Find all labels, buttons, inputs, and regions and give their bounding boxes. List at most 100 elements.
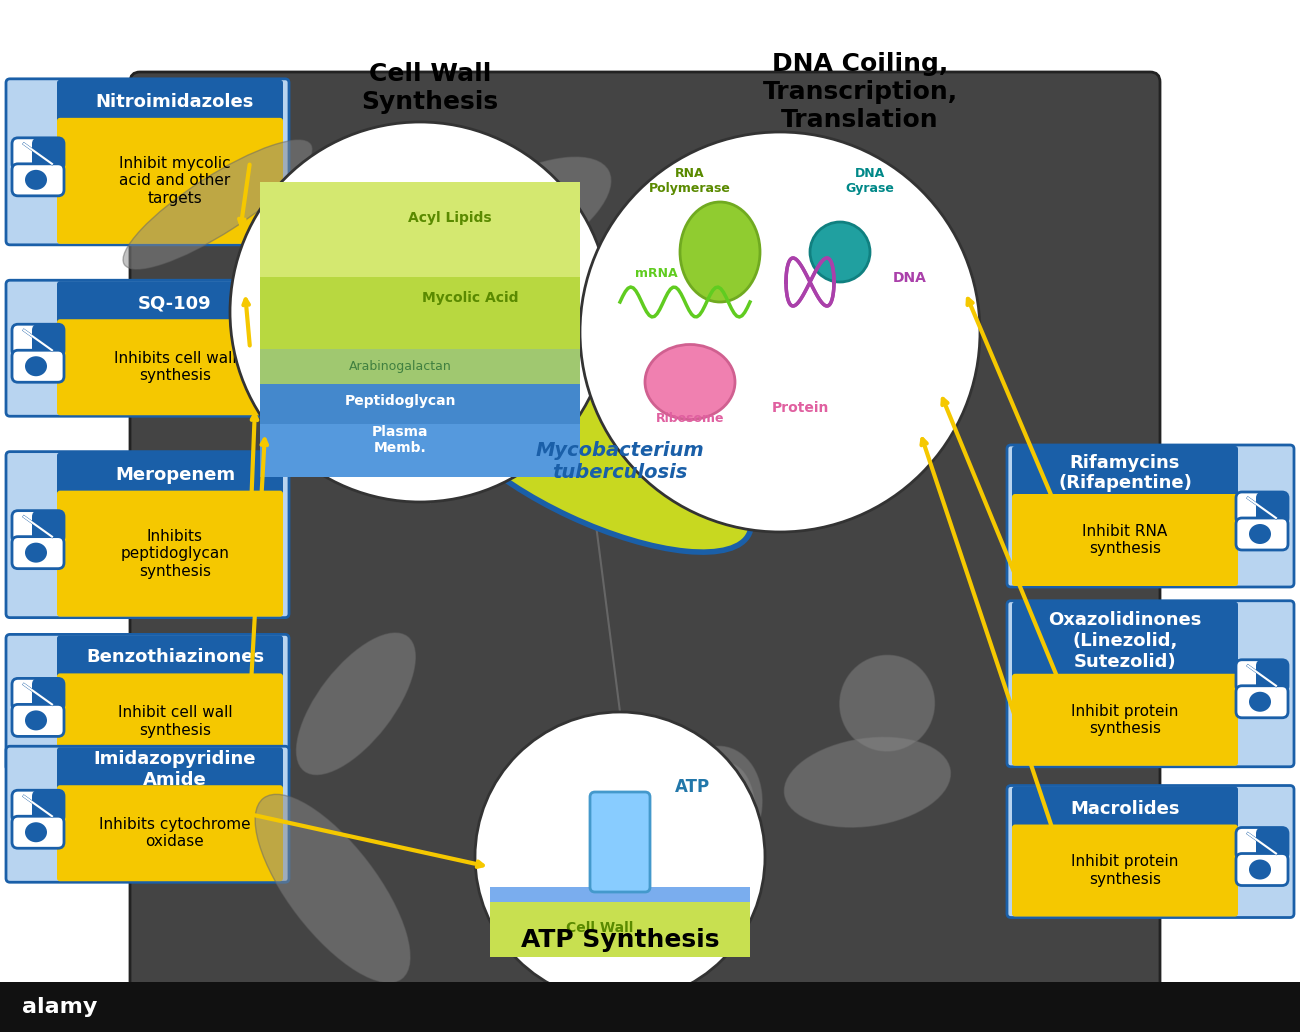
- FancyBboxPatch shape: [260, 182, 580, 282]
- FancyBboxPatch shape: [1236, 828, 1288, 860]
- FancyBboxPatch shape: [1236, 492, 1288, 524]
- Text: alamy: alamy: [22, 997, 98, 1017]
- Ellipse shape: [25, 823, 47, 842]
- FancyBboxPatch shape: [57, 453, 283, 496]
- FancyBboxPatch shape: [1256, 659, 1288, 691]
- Text: Cell Wall: Cell Wall: [567, 921, 633, 935]
- Ellipse shape: [25, 543, 47, 562]
- FancyBboxPatch shape: [130, 72, 1160, 992]
- FancyBboxPatch shape: [1011, 825, 1238, 916]
- Text: Acyl Lipids: Acyl Lipids: [408, 211, 491, 225]
- FancyBboxPatch shape: [12, 164, 64, 196]
- FancyBboxPatch shape: [57, 319, 283, 415]
- FancyBboxPatch shape: [6, 78, 289, 245]
- Ellipse shape: [645, 345, 734, 419]
- Text: Meropenem: Meropenem: [114, 465, 235, 484]
- Circle shape: [580, 132, 980, 533]
- Text: ATP: ATP: [675, 778, 710, 796]
- FancyBboxPatch shape: [1236, 659, 1288, 691]
- Ellipse shape: [784, 737, 950, 828]
- Text: RNA
Polymerase: RNA Polymerase: [649, 167, 731, 195]
- Circle shape: [230, 122, 610, 502]
- FancyBboxPatch shape: [57, 636, 283, 679]
- FancyBboxPatch shape: [32, 791, 64, 823]
- Text: Mycolic Acid: Mycolic Acid: [421, 291, 519, 305]
- Text: ATP Synthesis: ATP Synthesis: [521, 928, 719, 952]
- Text: Peptidoglycan: Peptidoglycan: [344, 394, 456, 408]
- FancyBboxPatch shape: [57, 747, 283, 792]
- FancyBboxPatch shape: [1236, 518, 1288, 550]
- Text: Protein: Protein: [771, 401, 828, 415]
- FancyBboxPatch shape: [490, 902, 750, 957]
- FancyBboxPatch shape: [1008, 785, 1294, 917]
- Text: Inhibit protein
synthesis: Inhibit protein synthesis: [1071, 704, 1179, 736]
- Ellipse shape: [25, 170, 47, 190]
- FancyBboxPatch shape: [12, 324, 64, 356]
- Bar: [0, 982, 1300, 1032]
- Text: DNA
Gyrase: DNA Gyrase: [845, 167, 894, 195]
- FancyBboxPatch shape: [57, 118, 283, 244]
- FancyBboxPatch shape: [1011, 786, 1238, 831]
- Text: Cell Wall
Synthesis: Cell Wall Synthesis: [361, 62, 499, 114]
- FancyBboxPatch shape: [57, 785, 283, 881]
- FancyBboxPatch shape: [12, 678, 64, 710]
- Ellipse shape: [296, 633, 415, 775]
- Ellipse shape: [1249, 524, 1271, 544]
- Ellipse shape: [25, 356, 47, 377]
- Text: Oxazolidinones
(Linezolid,
Sutezolid): Oxazolidinones (Linezolid, Sutezolid): [1048, 611, 1201, 671]
- Text: Rifamycins
(Rifapentine): Rifamycins (Rifapentine): [1058, 454, 1192, 492]
- Text: Inhibit mycolic
acid and other
targets: Inhibit mycolic acid and other targets: [120, 156, 231, 205]
- FancyBboxPatch shape: [32, 678, 64, 710]
- FancyBboxPatch shape: [590, 792, 650, 892]
- Text: Inhibits cytochrome
oxidase: Inhibits cytochrome oxidase: [99, 817, 251, 849]
- FancyBboxPatch shape: [12, 511, 64, 543]
- FancyBboxPatch shape: [260, 349, 580, 387]
- FancyBboxPatch shape: [260, 277, 580, 352]
- Ellipse shape: [426, 157, 611, 281]
- Text: Inhibits cell wall
synthesis: Inhibits cell wall synthesis: [113, 351, 237, 384]
- FancyBboxPatch shape: [260, 424, 580, 477]
- FancyBboxPatch shape: [1008, 601, 1294, 767]
- FancyBboxPatch shape: [490, 886, 750, 902]
- FancyBboxPatch shape: [1008, 445, 1294, 587]
- FancyBboxPatch shape: [6, 635, 289, 771]
- Ellipse shape: [255, 795, 410, 982]
- FancyBboxPatch shape: [1236, 853, 1288, 885]
- Text: Inhibit protein
synthesis: Inhibit protein synthesis: [1071, 854, 1179, 886]
- Circle shape: [474, 712, 764, 1002]
- Text: Inhibits
peptidoglycan
synthesis: Inhibits peptidoglycan synthesis: [121, 528, 229, 579]
- Ellipse shape: [810, 222, 870, 282]
- Ellipse shape: [1249, 691, 1271, 712]
- FancyBboxPatch shape: [32, 324, 64, 356]
- Text: Imidazopyridine
Amide: Imidazopyridine Amide: [94, 750, 256, 788]
- FancyBboxPatch shape: [57, 79, 283, 124]
- Text: DNA: DNA: [893, 271, 927, 285]
- Text: Plasma
Memb.: Plasma Memb.: [372, 425, 428, 455]
- FancyBboxPatch shape: [12, 705, 64, 737]
- Ellipse shape: [671, 746, 762, 862]
- Text: SQ-109: SQ-109: [138, 294, 212, 313]
- Text: Macrolides: Macrolides: [1070, 800, 1180, 817]
- Ellipse shape: [25, 710, 47, 731]
- FancyBboxPatch shape: [32, 138, 64, 170]
- FancyBboxPatch shape: [1011, 446, 1238, 499]
- FancyBboxPatch shape: [12, 816, 64, 848]
- Text: DNA Coiling,
Transcription,
Translation: DNA Coiling, Transcription, Translation: [762, 52, 958, 132]
- Text: Inhibit cell wall
synthesis: Inhibit cell wall synthesis: [118, 705, 233, 738]
- Ellipse shape: [1249, 860, 1271, 879]
- Ellipse shape: [840, 655, 935, 751]
- Text: mRNA: mRNA: [634, 267, 677, 280]
- FancyBboxPatch shape: [57, 282, 283, 325]
- Ellipse shape: [439, 372, 751, 552]
- FancyBboxPatch shape: [1011, 674, 1238, 766]
- FancyBboxPatch shape: [1011, 602, 1238, 680]
- FancyBboxPatch shape: [1256, 492, 1288, 524]
- FancyBboxPatch shape: [57, 490, 283, 617]
- FancyBboxPatch shape: [6, 452, 289, 617]
- Text: Ribosome: Ribosome: [655, 412, 724, 425]
- FancyBboxPatch shape: [12, 350, 64, 382]
- Text: Inhibit RNA
synthesis: Inhibit RNA synthesis: [1083, 524, 1167, 556]
- FancyBboxPatch shape: [57, 674, 283, 770]
- FancyBboxPatch shape: [12, 537, 64, 569]
- FancyBboxPatch shape: [6, 281, 289, 416]
